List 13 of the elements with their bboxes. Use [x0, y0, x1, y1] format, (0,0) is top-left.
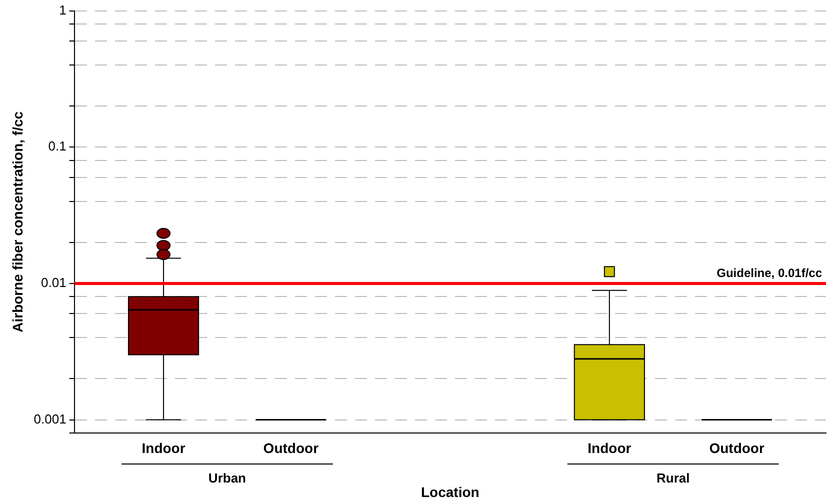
x-tick-label: Outdoor: [709, 440, 765, 456]
x-tick-label: Indoor: [588, 440, 632, 456]
y-tick-label: 0.001: [34, 411, 66, 426]
text: Urban: [208, 470, 246, 486]
x-tick-label: Outdoor: [263, 440, 320, 456]
text: Rural: [656, 470, 690, 486]
y-tick-label: 1: [59, 2, 66, 18]
x-axis-title: Location: [420, 484, 480, 500]
y-tick-label: 0.1: [48, 138, 66, 154]
x-tick-label: Indoor: [142, 440, 186, 456]
y-axis-title: Airborne fiber concentration, f/cc: [9, 111, 26, 332]
y-tick-label: 0.01: [41, 275, 66, 290]
ref-line-label: Guideline, 0.01f/cc: [716, 266, 822, 280]
